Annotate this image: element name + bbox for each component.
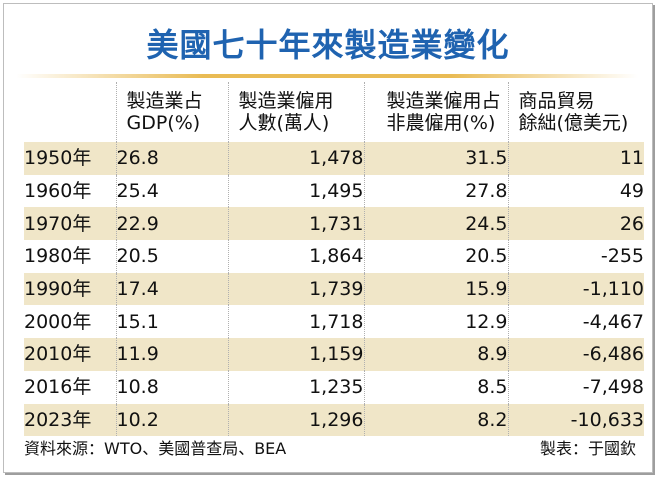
cell-employment-share: 27.8 <box>364 174 509 208</box>
chart-frame: 美國七十年來製造業變化 製造業占 GDP(%) 製造業僱用 人數(萬人) <box>3 3 653 473</box>
cell-year: 1980年 <box>24 240 117 273</box>
cell-gdp-share: 20.5 <box>116 240 229 273</box>
data-table: 製造業占 GDP(%) 製造業僱用 人數(萬人) 製造業僱用占 非農僱用(%) … <box>24 82 644 437</box>
cell-employment-share: 15.9 <box>364 272 509 306</box>
header-gdp-share: 製造業占 GDP(%) <box>116 82 229 142</box>
header-trade-balance-line2: 餘絀(億美元) <box>518 112 629 134</box>
cell-trade-balance: -7,498 <box>582 376 644 399</box>
cell-employment: 1,739 <box>228 272 365 306</box>
footer: 資料來源：WTO、美國普查局、BEA 製表：于國欽 <box>24 437 644 461</box>
cell-trade-balance: -255 <box>600 245 644 268</box>
credit-note: 製表：于國欽 <box>539 439 636 458</box>
cell-year: 2000年 <box>24 305 117 339</box>
header-employment: 製造業僱用 人數(萬人) <box>228 82 365 142</box>
cell-trade-balance: -1,110 <box>582 278 644 301</box>
cell-employment: 1,718 <box>228 305 365 339</box>
cell-trade-balance: 26 <box>619 212 644 235</box>
table-row: 2016年 10.8 1,235 8.5 -7,498 <box>24 370 644 404</box>
cell-gdp-share: 15.1 <box>116 305 229 339</box>
cell-trade-balance: -10,633 <box>570 408 644 431</box>
header-trade-balance-line1: 商品貿易 <box>518 90 595 112</box>
cell-employment-share: 8.2 <box>364 403 509 437</box>
cell-year: 1950年 <box>24 142 117 175</box>
cell-year: 1960年 <box>24 174 117 208</box>
cell-employment-share: 8.9 <box>364 338 509 371</box>
cell-employment-share: 24.5 <box>364 207 509 241</box>
cell-gdp-share: 22.9 <box>116 207 229 241</box>
table-row: 2023年 10.2 1,296 8.2 -10,633 <box>24 403 644 437</box>
cell-employment: 1,478 <box>228 142 365 175</box>
cell-employment: 1,159 <box>228 338 365 371</box>
cell-year: 2016年 <box>24 370 117 404</box>
header-gdp-share-line2: GDP(%) <box>126 112 201 134</box>
cell-employment: 1,495 <box>228 174 365 208</box>
header-employment-share-line1: 製造業僱用占 <box>386 90 501 112</box>
table-body: 1950年 26.8 1,478 31.5 11 1960年 25.4 1,495 27.8 49… <box>24 142 644 437</box>
cell-gdp-share: 11.9 <box>116 338 229 371</box>
chart-title: 美國七十年來製造業變化 <box>146 26 510 64</box>
header-employment-share-line2: 非農僱用(%) <box>386 112 496 134</box>
header-gdp-share-line1: 製造業占 <box>126 90 203 112</box>
cell-employment: 1,864 <box>228 240 365 273</box>
title-underline <box>16 74 638 78</box>
cell-trade-balance: -4,467 <box>582 310 644 333</box>
table-row: 1990年 17.4 1,739 15.9 -1,110 <box>24 272 644 306</box>
cell-gdp-share: 26.8 <box>116 142 229 175</box>
table-row: 2010年 11.9 1,159 8.9 -6,486 <box>24 338 644 371</box>
header-row: 製造業占 GDP(%) 製造業僱用 人數(萬人) 製造業僱用占 非農僱用(%) … <box>24 82 644 142</box>
cell-year: 1990年 <box>24 272 117 306</box>
source-note: 資料來源：WTO、美國普查局、BEA <box>24 439 287 458</box>
table-row: 2000年 15.1 1,718 12.9 -4,467 <box>24 305 644 339</box>
table-row: 1950年 26.8 1,478 31.5 11 <box>24 142 644 175</box>
cell-employment: 1,731 <box>228 207 365 241</box>
table-row: 1960年 25.4 1,495 27.8 49 <box>24 174 644 208</box>
cell-employment-share: 31.5 <box>364 142 509 175</box>
cell-employment-share: 20.5 <box>364 240 509 273</box>
header-year <box>24 82 117 142</box>
header-employment-line2: 人數(萬人) <box>238 112 330 134</box>
cell-employment-share: 8.5 <box>364 370 509 404</box>
cell-year: 2010年 <box>24 338 117 371</box>
cell-employment: 1,235 <box>228 370 365 404</box>
cell-year: 2023年 <box>24 403 117 437</box>
cell-gdp-share: 10.8 <box>116 370 229 404</box>
cell-employment-share: 12.9 <box>364 305 509 339</box>
table-row: 1980年 20.5 1,864 20.5 -255 <box>24 240 644 273</box>
cell-trade-balance: 11 <box>619 147 644 170</box>
cell-trade-balance: -6,486 <box>582 343 644 366</box>
cell-gdp-share: 10.2 <box>116 403 229 437</box>
cell-year: 1970年 <box>24 207 117 241</box>
header-trade-balance: 商品貿易 餘絀(億美元) <box>508 82 644 142</box>
cell-trade-balance: 49 <box>619 180 644 203</box>
header-employment-share: 製造業僱用占 非農僱用(%) <box>364 82 509 142</box>
cell-gdp-share: 17.4 <box>116 272 229 306</box>
header-employment-line1: 製造業僱用 <box>238 90 334 112</box>
cell-gdp-share: 25.4 <box>116 174 229 208</box>
table-row: 1970年 22.9 1,731 24.5 26 <box>24 207 644 241</box>
cell-employment: 1,296 <box>228 403 365 437</box>
